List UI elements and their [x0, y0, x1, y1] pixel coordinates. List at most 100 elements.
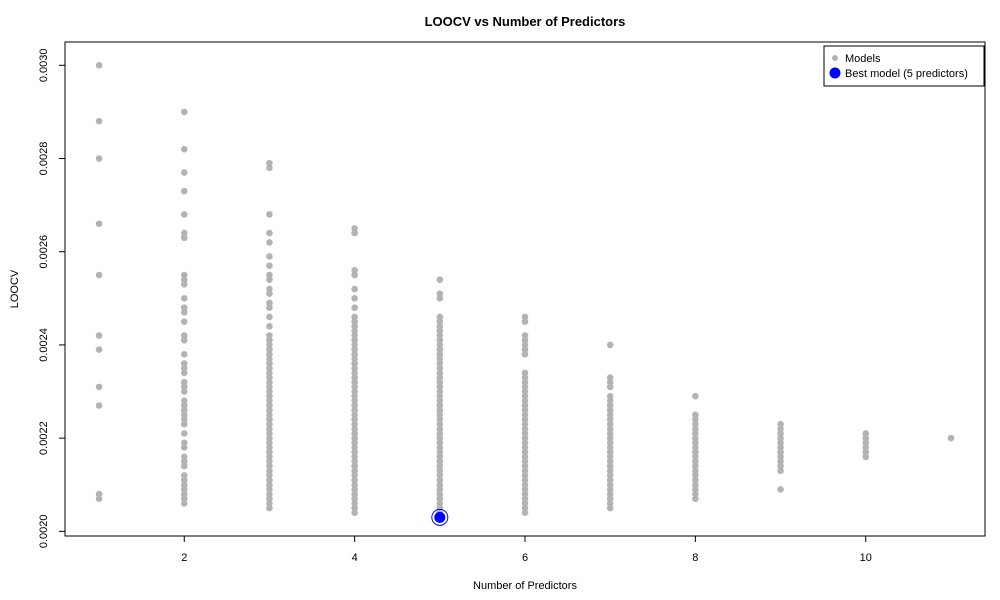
model-point	[521, 425, 529, 433]
model-point	[351, 486, 358, 493]
model-point	[521, 378, 529, 386]
model-point	[180, 295, 188, 302]
model-point	[266, 444, 273, 451]
model-point	[862, 453, 870, 461]
model-point	[606, 490, 614, 498]
model-point	[692, 430, 699, 437]
model-point	[180, 234, 188, 242]
model-point	[692, 462, 699, 470]
model-point	[521, 383, 529, 391]
model-point	[777, 467, 784, 475]
model-point	[692, 439, 699, 447]
model-point	[351, 476, 358, 484]
model-point	[351, 341, 358, 349]
model-point	[266, 350, 273, 358]
model-point	[521, 476, 529, 484]
model-point	[351, 388, 358, 395]
model-point	[436, 416, 444, 423]
model-point	[180, 458, 188, 465]
model-point	[351, 392, 358, 400]
model-point	[266, 346, 273, 353]
model-point	[351, 225, 358, 232]
model-point	[95, 62, 103, 69]
model-point	[692, 458, 699, 465]
model-point	[436, 383, 444, 391]
model-point	[521, 350, 529, 358]
model-point	[180, 411, 188, 419]
model-point	[521, 500, 529, 507]
x-tick-label: 4	[352, 552, 358, 564]
model-point	[521, 448, 529, 456]
model-point	[436, 448, 444, 456]
model-point	[521, 420, 529, 428]
model-point	[606, 392, 614, 400]
model-point	[692, 476, 699, 484]
model-point	[180, 108, 188, 116]
model-point	[351, 383, 358, 391]
model-point	[266, 402, 273, 409]
model-point	[692, 434, 699, 442]
model-point	[436, 364, 444, 372]
model-point	[521, 444, 529, 451]
model-point	[351, 495, 358, 503]
model-point	[521, 458, 529, 465]
model-point	[521, 388, 529, 395]
best-model-ring	[431, 508, 449, 526]
chart-title: LOOCV vs Number of Predictors	[425, 14, 626, 29]
model-point	[180, 318, 188, 325]
x-axis-label: Number of Predictors	[473, 580, 577, 592]
model-point	[692, 486, 699, 493]
model-point	[521, 416, 529, 423]
model-point	[266, 481, 273, 489]
model-point	[266, 369, 273, 377]
model-point	[351, 406, 358, 414]
model-point	[947, 434, 955, 442]
model-point	[521, 313, 529, 321]
model-point	[521, 453, 529, 461]
model-point	[436, 355, 444, 363]
model-point	[862, 444, 870, 451]
model-point	[180, 309, 188, 316]
x-tick-label: 8	[692, 552, 698, 564]
model-point	[692, 490, 699, 498]
model-point	[351, 346, 358, 353]
x-tick-label: 10	[860, 552, 872, 564]
model-point	[95, 490, 103, 498]
model-point	[436, 327, 444, 335]
model-point	[180, 271, 188, 279]
model-point	[180, 388, 188, 395]
model-point	[692, 444, 699, 451]
model-point	[95, 383, 103, 391]
y-axis-label: LOOCV	[9, 269, 21, 308]
y-tick-label: 0.0026	[38, 235, 50, 269]
model-point	[436, 467, 444, 475]
model-point	[351, 313, 358, 321]
model-point	[692, 392, 699, 400]
model-point	[351, 271, 358, 279]
model-point	[692, 411, 699, 419]
model-point	[436, 481, 444, 489]
model-point	[777, 425, 784, 433]
y-tick-label: 0.0022	[38, 421, 50, 455]
model-point	[180, 378, 188, 386]
model-point	[95, 495, 103, 503]
model-point	[351, 327, 358, 335]
model-point	[266, 420, 273, 428]
model-point	[777, 434, 784, 442]
model-point	[436, 360, 444, 367]
model-point	[436, 439, 444, 447]
model-point	[266, 486, 273, 493]
model-point	[266, 500, 273, 507]
model-point	[266, 360, 273, 367]
model-point	[521, 397, 529, 405]
model-point	[266, 378, 273, 386]
model-point	[521, 504, 529, 512]
model-point	[606, 504, 614, 512]
model-point	[692, 448, 699, 456]
model-point	[606, 472, 614, 479]
model-point	[351, 504, 358, 512]
model-point	[351, 490, 358, 498]
model-point	[436, 434, 444, 442]
model-point	[180, 453, 188, 461]
model-point	[692, 416, 699, 423]
